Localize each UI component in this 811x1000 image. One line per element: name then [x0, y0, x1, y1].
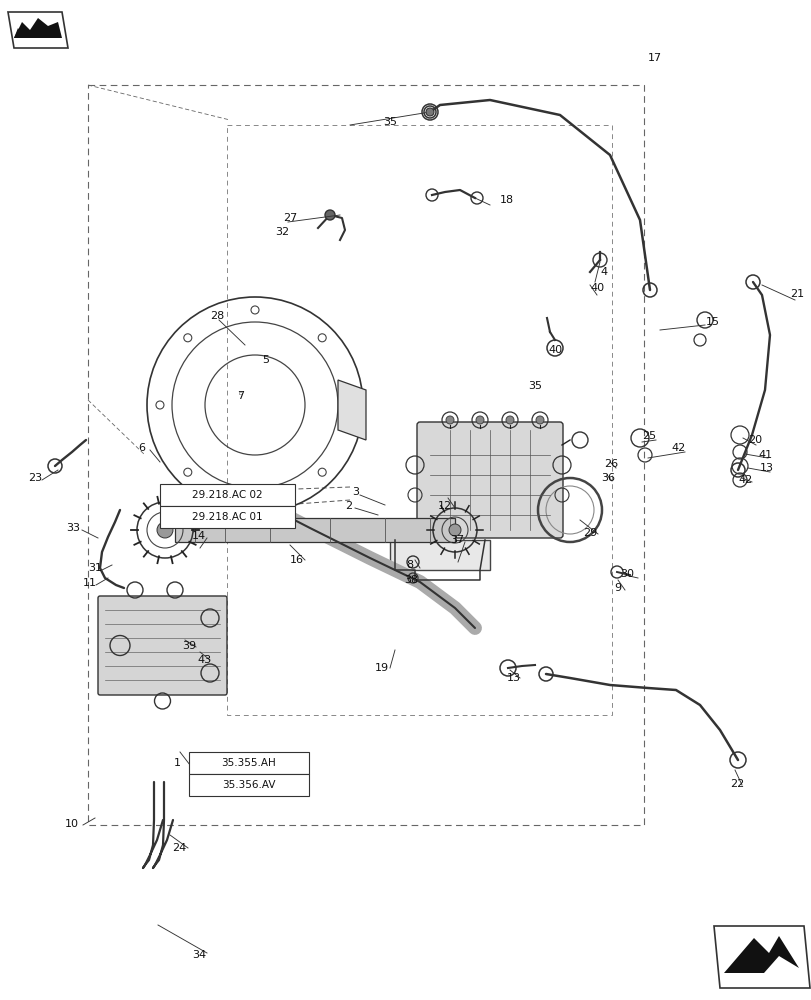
Circle shape	[448, 524, 461, 536]
Text: 3: 3	[351, 487, 358, 497]
Text: 41: 41	[757, 450, 771, 460]
Text: 16: 16	[290, 555, 303, 565]
Bar	[160, 506, 294, 528]
Circle shape	[475, 416, 483, 424]
Bar	[175, 518, 454, 542]
Circle shape	[157, 522, 173, 538]
Text: 7: 7	[237, 391, 244, 401]
Bar	[189, 752, 309, 774]
Text: 33: 33	[66, 523, 80, 533]
Text: 4: 4	[599, 267, 607, 277]
Text: 25: 25	[642, 431, 655, 441]
Text: 42: 42	[670, 443, 684, 453]
Circle shape	[324, 210, 335, 220]
Bar	[160, 484, 294, 506]
Text: 12: 12	[437, 501, 452, 511]
Circle shape	[445, 416, 453, 424]
Polygon shape	[14, 28, 24, 38]
Text: 13: 13	[759, 463, 773, 473]
Text: 14: 14	[191, 531, 206, 541]
Bar	[189, 774, 309, 796]
Text: 35.356.AV: 35.356.AV	[222, 780, 276, 790]
Bar	[389, 540, 489, 570]
Polygon shape	[337, 380, 366, 440]
Text: 30: 30	[620, 569, 633, 579]
Text: 5: 5	[262, 355, 268, 365]
Text: 11: 11	[83, 578, 97, 588]
Text: 40: 40	[547, 345, 561, 355]
Text: 13: 13	[506, 673, 521, 683]
Text: 27: 27	[283, 213, 297, 223]
Text: 21: 21	[789, 289, 803, 299]
Text: 40: 40	[590, 283, 603, 293]
Text: 35: 35	[527, 381, 541, 391]
Polygon shape	[8, 12, 68, 48]
Text: 1: 1	[174, 758, 181, 768]
Text: 43: 43	[197, 655, 211, 665]
Text: 42: 42	[737, 475, 751, 485]
Text: 29.218.AC 02: 29.218.AC 02	[192, 490, 263, 500]
Circle shape	[426, 108, 433, 116]
Text: 18: 18	[500, 195, 513, 205]
Text: 31: 31	[88, 563, 102, 573]
FancyBboxPatch shape	[98, 596, 227, 695]
Polygon shape	[723, 936, 798, 973]
Text: 19: 19	[375, 663, 388, 673]
Text: 32: 32	[275, 227, 289, 237]
Text: 23: 23	[28, 473, 42, 483]
Text: 35: 35	[383, 117, 397, 127]
Text: 8: 8	[406, 560, 413, 570]
Text: 2: 2	[345, 501, 352, 511]
Text: 38: 38	[404, 575, 418, 585]
Text: 15: 15	[705, 317, 719, 327]
Text: 29.218.AC 01: 29.218.AC 01	[192, 512, 263, 522]
Text: E: E	[238, 391, 242, 396]
Polygon shape	[14, 18, 62, 38]
Text: 34: 34	[191, 950, 206, 960]
Text: 37: 37	[449, 535, 464, 545]
Bar	[227, 125, 611, 715]
Text: 20: 20	[747, 435, 762, 445]
Bar	[88, 85, 643, 825]
Text: 10: 10	[65, 819, 79, 829]
Text: 35.355.AH: 35.355.AH	[221, 758, 276, 768]
Text: 39: 39	[182, 641, 196, 651]
Circle shape	[505, 416, 513, 424]
Text: 29: 29	[582, 528, 597, 538]
Text: 28: 28	[210, 311, 224, 321]
Text: 26: 26	[603, 459, 617, 469]
Polygon shape	[225, 488, 290, 510]
Text: 22: 22	[729, 779, 744, 789]
FancyBboxPatch shape	[417, 422, 562, 538]
Text: 9: 9	[613, 583, 620, 593]
Text: 24: 24	[172, 843, 186, 853]
Text: 6: 6	[138, 443, 145, 453]
Polygon shape	[713, 926, 809, 988]
Circle shape	[535, 416, 543, 424]
Text: 36: 36	[600, 473, 614, 483]
Text: 17: 17	[647, 53, 661, 63]
